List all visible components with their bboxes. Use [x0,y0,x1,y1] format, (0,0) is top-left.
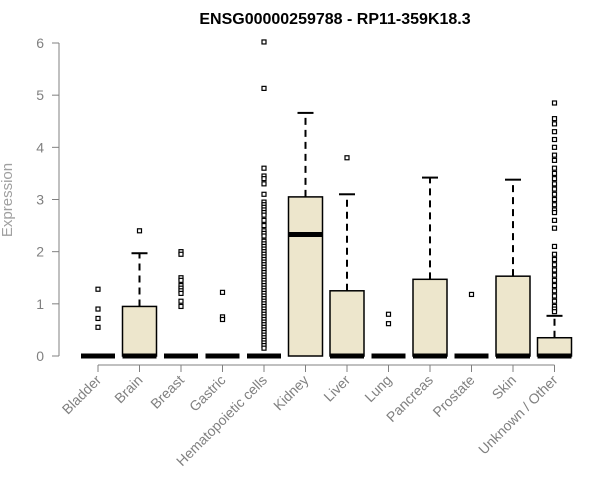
outlier-point [551,191,558,197]
outlier-point [178,251,184,257]
box-group [287,111,324,357]
y-tick-label: 4 [36,139,44,155]
outlier-point [551,121,558,127]
outlier-point [551,288,558,294]
y-axis-label: Expression [0,163,16,237]
outlier-point [261,176,267,182]
outlier-point [95,324,101,330]
chart-title: ENSG00000259788 - RP11-359K18.3 [199,11,470,28]
outlier-point [261,39,267,45]
outlier-point [551,202,558,208]
outlier-point [551,298,558,304]
outlier-point [95,306,101,312]
outlier-point [551,262,558,268]
outlier-point [261,181,267,187]
y-tick-label: 5 [36,87,44,103]
outlier-point [468,291,475,298]
outlier-point [551,176,558,182]
box-group [164,249,198,359]
outlier-point [551,116,558,122]
box-iqr [121,305,158,357]
outlier-point [261,345,267,351]
y-tick-label: 2 [36,244,44,260]
outlier-point [551,129,558,135]
outlier-point [261,165,267,171]
box-group [329,155,365,359]
outlier-point [551,293,558,299]
outlier-point [551,217,558,223]
box-group [205,289,240,359]
boxes-layer [81,39,573,359]
y-axis: 0 1 2 3 4 5 6 [36,35,60,364]
outlier-point [551,243,558,250]
y-tick-label: 6 [36,35,44,51]
box-group [81,286,115,359]
x-tick-label: Lung [361,372,394,405]
x-tick-label: Brain [111,372,145,406]
outlier-point [551,165,558,171]
outlier-point [385,311,392,317]
outlier-point [551,144,558,150]
outlier-point [261,222,267,229]
box-group [121,228,158,359]
box-group [454,291,489,359]
outlier-point [178,303,184,310]
outlier-point [551,170,558,177]
box-group [412,176,448,359]
x-tick-label: Prostate [429,372,477,420]
outlier-point [551,136,558,143]
outlier-point [551,181,558,187]
outlier-point [551,209,558,216]
x-tick-label: Bladder [59,372,105,418]
x-tick-label: Liver [320,372,353,405]
box-group [536,100,573,359]
outlier-point [261,233,267,239]
outlier-point [551,100,558,106]
outlier-point [551,309,558,315]
box-group [371,311,406,359]
box-iqr [495,275,531,357]
outlier-point [385,321,392,327]
outlier-point [178,290,184,296]
outlier-point [261,85,267,91]
x-tick-label: Kidney [270,372,312,414]
x-tick-label: Breast [147,372,187,412]
outlier-point [261,191,267,197]
box-iqr [536,336,573,357]
outlier-point [136,228,143,234]
x-tick-label: Skin [489,372,520,403]
box-group [247,39,281,359]
box-iqr [329,290,365,357]
outlier-point [551,186,558,192]
outlier-point [95,286,101,292]
outlier-point [551,272,558,278]
box-group [495,178,531,359]
outlier-point [178,298,184,304]
outlier-point [551,282,558,289]
outlier-point [551,256,558,263]
box-iqr [412,278,448,357]
outlier-point [95,315,101,322]
outlier-point [344,155,350,161]
y-tick-label: 1 [36,296,44,312]
outlier-point [261,212,267,218]
outlier-point [551,277,558,283]
y-tick-label: 3 [36,192,44,208]
outlier-point [551,152,558,158]
x-tick-label: Unknown / Other [475,372,561,458]
outlier-point [551,196,558,203]
y-tick-label: 0 [36,348,44,364]
outlier-point [551,157,558,163]
box-iqr [287,196,324,357]
outlier-point [551,251,558,257]
outlier-point [219,289,226,295]
outlier-point [219,316,226,323]
outlier-point [551,267,558,273]
outlier-point [261,217,267,223]
outlier-point [551,225,558,231]
outlier-point [178,277,184,283]
